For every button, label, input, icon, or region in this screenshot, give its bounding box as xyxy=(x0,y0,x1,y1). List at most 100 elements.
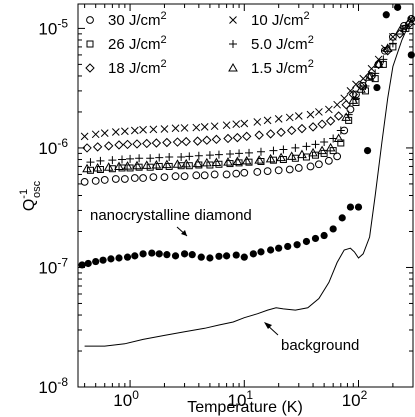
data-point xyxy=(274,166,283,175)
data-point xyxy=(232,156,243,166)
data-point xyxy=(177,162,185,170)
data-point xyxy=(284,242,292,251)
data-point xyxy=(103,162,114,171)
data-point xyxy=(249,250,257,258)
data-point xyxy=(367,64,376,73)
data-point xyxy=(181,158,192,168)
data-point xyxy=(329,225,337,233)
legend-label: 18 J/cm2 xyxy=(108,58,167,77)
data-point xyxy=(111,128,120,136)
data-point xyxy=(192,123,201,132)
data-point xyxy=(148,249,156,257)
data-point xyxy=(214,150,223,159)
data-point xyxy=(162,137,172,148)
data-point xyxy=(291,143,300,152)
data-point xyxy=(135,163,143,171)
data-point xyxy=(348,95,359,104)
series-30 xyxy=(80,15,415,186)
data-point xyxy=(115,254,123,262)
data-point xyxy=(100,176,109,184)
data-point xyxy=(200,171,209,180)
data-point xyxy=(139,250,147,258)
data-point xyxy=(118,155,127,164)
data-point xyxy=(188,251,196,259)
data-point xyxy=(86,40,94,48)
data-point xyxy=(325,142,336,152)
data-point xyxy=(306,110,315,119)
y-tick-label: 10-5 xyxy=(38,16,68,38)
data-point xyxy=(197,253,205,261)
data-point xyxy=(294,112,303,120)
data-point xyxy=(99,256,107,264)
legend-label: 26 J/cm2 xyxy=(108,34,167,53)
data-point xyxy=(149,173,158,182)
data-point xyxy=(302,153,310,161)
legend-entry: 5.0 J/cm2 xyxy=(229,34,314,53)
axis-titles: Temperature (K) Q-1osc xyxy=(18,180,303,416)
data-point xyxy=(382,11,390,19)
data-point xyxy=(194,151,203,160)
data-point xyxy=(163,251,171,259)
data-point xyxy=(139,125,147,134)
legend-entry: 1.5 J/cm2 xyxy=(228,58,314,77)
data-point xyxy=(126,154,135,163)
data-point xyxy=(311,140,320,149)
data-point xyxy=(155,162,163,170)
data-point xyxy=(151,159,162,169)
series-10 xyxy=(80,17,415,141)
series-line xyxy=(84,14,414,347)
data-point xyxy=(226,160,234,168)
data-point xyxy=(114,161,124,170)
data-point xyxy=(80,132,89,141)
data-point xyxy=(293,241,301,249)
data-point xyxy=(222,252,231,260)
data-point xyxy=(171,252,180,260)
data-point xyxy=(314,160,323,169)
data-point xyxy=(276,152,286,162)
legend-label: 30 J/cm2 xyxy=(108,10,167,29)
series-nanocrystalline-diamond xyxy=(78,3,415,269)
data-point xyxy=(337,139,345,147)
data-point xyxy=(265,129,276,139)
data-point xyxy=(242,131,252,142)
data-point xyxy=(91,176,100,185)
y-axis-title: Q-1osc xyxy=(18,180,43,211)
data-point xyxy=(373,59,384,70)
data-point xyxy=(333,152,342,161)
data-point xyxy=(229,16,237,24)
data-point xyxy=(320,231,328,240)
data-point xyxy=(82,163,92,173)
legend-label: 10 J/cm2 xyxy=(251,10,310,29)
data-point xyxy=(269,156,277,164)
data-point xyxy=(306,162,315,171)
data-point xyxy=(286,151,297,160)
data-point xyxy=(171,172,180,181)
data-point xyxy=(151,138,162,148)
data-point xyxy=(96,166,104,174)
data-point xyxy=(302,237,311,246)
data-point xyxy=(394,3,402,11)
data-point xyxy=(211,134,222,145)
series-background xyxy=(84,14,414,347)
data-point xyxy=(165,162,173,170)
data-point xyxy=(92,162,103,172)
data-point xyxy=(373,83,381,92)
data-point xyxy=(297,123,307,134)
data-point xyxy=(269,146,278,155)
data-point xyxy=(155,153,164,162)
data-point xyxy=(180,172,189,181)
data-point xyxy=(96,156,105,165)
data-point xyxy=(114,140,124,150)
data-point xyxy=(320,138,329,147)
legend-entry: 30 J/cm2 xyxy=(86,10,167,29)
data-point xyxy=(141,160,152,169)
series-18 xyxy=(82,18,415,153)
annotation-background-label: background xyxy=(281,337,359,354)
data-point xyxy=(80,177,89,186)
data-point xyxy=(241,155,252,165)
data-point xyxy=(333,111,344,121)
y-tick-label: 10-7 xyxy=(38,255,68,277)
data-point xyxy=(149,125,158,134)
data-point xyxy=(85,63,95,73)
data-point xyxy=(325,116,336,126)
